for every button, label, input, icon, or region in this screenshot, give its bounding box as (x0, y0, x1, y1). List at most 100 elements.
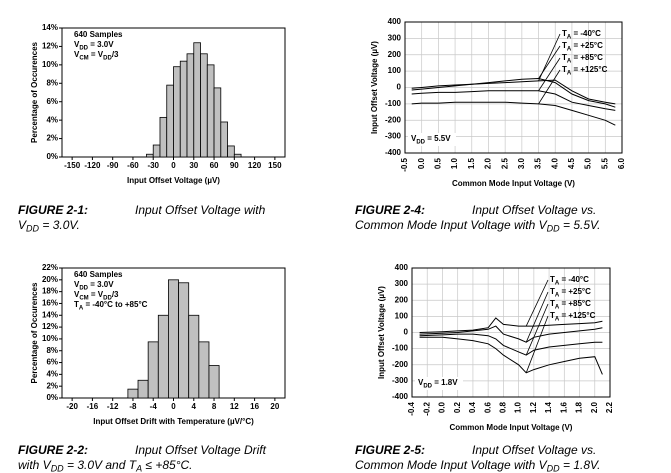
x-tick-label: -90 (107, 161, 119, 170)
text-segment: Input Offset Voltage vs. (472, 203, 596, 217)
y-tick-label: -400 (385, 148, 402, 157)
x-axis-label: Common Mode Input Voltage (V) (452, 179, 575, 188)
y-axis-label: Percentage of Occurences (30, 41, 39, 142)
series-line (411, 90, 616, 111)
subscript: DD (103, 295, 112, 301)
legend-label: TA = +25°C (562, 41, 603, 52)
y-axis-label: Percentage of Occurences (30, 282, 39, 383)
x-tick-label: 0.0 (417, 157, 426, 169)
x-tick-label: -60 (127, 161, 139, 170)
histogram-bar (152, 144, 161, 158)
text-segment: = +85°C (559, 299, 591, 308)
subscript: DD (547, 464, 560, 473)
x-tick-label: 6.0 (617, 157, 626, 169)
legend-label: TA = -40°C (562, 29, 601, 40)
series-line (419, 317, 603, 333)
x-tick-label: 1.2 (529, 401, 538, 413)
x-tick-label: 0 (171, 161, 176, 170)
text-segment: = 3.0V (88, 40, 114, 49)
text-segment: = 5.5V. (560, 218, 601, 232)
text-segment: T (562, 65, 567, 74)
text-segment: = +125°C (559, 311, 595, 320)
subscript: A (135, 464, 142, 473)
y-tick-label: 300 (395, 279, 409, 288)
text-segment: T (562, 53, 567, 62)
histogram-bar (206, 64, 215, 158)
figure-label: FIGURE 2-1: (18, 203, 88, 217)
series-line (419, 333, 603, 356)
text-segment: /3 (112, 50, 119, 59)
annotation: VDD = 3.0V (74, 40, 114, 51)
annotation: VDD = 5.5V (411, 134, 451, 145)
subscript: DD (423, 383, 432, 389)
series-line (411, 101, 616, 126)
y-tick-label: 400 (395, 263, 409, 272)
y-tick-label: 8% (46, 346, 58, 355)
subscript: A (567, 70, 572, 76)
histogram-bar (188, 314, 200, 399)
text-segment: with V (18, 458, 52, 472)
text-segment: T (550, 299, 555, 308)
histogram-bar (193, 42, 201, 158)
legend-label: TA = +85°C (562, 53, 603, 64)
text-segment: V (411, 134, 417, 143)
text-segment: Input Offset Voltage vs. (472, 443, 596, 457)
subscript: A (555, 316, 560, 322)
x-tick-label: -12 (107, 402, 119, 411)
x-tick-label: 30 (189, 161, 198, 170)
x-tick-label: -4 (150, 402, 158, 411)
y-tick-label: 100 (388, 66, 402, 75)
subscript: DD (51, 464, 64, 473)
label-arrow (538, 69, 561, 105)
y-axis-label: Input Offset Voltage (µV) (377, 286, 386, 379)
x-axis-label: Input Offset Voltage (µV) (127, 176, 220, 185)
histogram-bar (168, 279, 179, 399)
text-segment: Common Mode Input Voltage with V (355, 218, 548, 232)
y-tick-label: 2% (46, 134, 58, 143)
y-tick-label: 2% (46, 381, 58, 390)
subscript: CM (79, 55, 88, 61)
histogram-bar (233, 153, 242, 158)
x-tick-label: 4.0 (550, 157, 559, 169)
annotation: 640 Samples (74, 30, 123, 39)
text-segment: V (74, 40, 80, 49)
text-segment: /3 (112, 290, 119, 299)
y-tick-label: 14% (42, 310, 58, 319)
x-tick-label: 0 (171, 402, 176, 411)
x-tick-label: -0.2 (422, 401, 431, 415)
text-segment: V (418, 378, 424, 387)
legend-label: TA = +125°C (550, 311, 596, 322)
histogram-bar (198, 341, 210, 399)
legend-label: TA = +25°C (550, 287, 591, 298)
y-tick-label: 16% (42, 299, 58, 308)
y-tick-label: 10% (42, 334, 58, 343)
x-axis-label: Common Mode Input Voltage (V) (450, 423, 573, 432)
histogram-bar (127, 388, 139, 399)
text-segment: T (550, 275, 555, 284)
x-tick-label: 5.5 (600, 157, 609, 169)
subscript: DD (547, 224, 560, 234)
x-tick-label: 1.0 (450, 157, 459, 169)
text-segment: = +85°C (571, 53, 603, 62)
text-segment: T (550, 311, 555, 320)
histogram-bar (137, 379, 149, 399)
x-tick-label: 1.5 (467, 157, 476, 169)
histogram-bar (173, 66, 181, 158)
text-segment: = 5.5V (425, 134, 451, 143)
text-segment: = 3.0V. (39, 218, 80, 232)
y-tick-label: 300 (388, 33, 402, 42)
x-tick-label: 2.2 (605, 401, 614, 413)
subscript: A (567, 58, 572, 64)
x-tick-label: 2.0 (590, 401, 599, 413)
subscript: CM (79, 295, 88, 301)
text-segment: = +125°C (571, 65, 607, 74)
y-tick-label: 400 (388, 17, 402, 26)
x-tick-label: -150 (64, 161, 81, 170)
histogram-bar (178, 282, 190, 399)
annotation: VCM = VDD/3 (74, 50, 119, 61)
histogram-bar (159, 116, 168, 158)
plot-border (404, 21, 623, 154)
caption-line: Input Offset Voltage with (135, 203, 266, 217)
y-tick-label: -200 (385, 115, 402, 124)
text-segment: = -40°C to +85°C (83, 300, 147, 309)
